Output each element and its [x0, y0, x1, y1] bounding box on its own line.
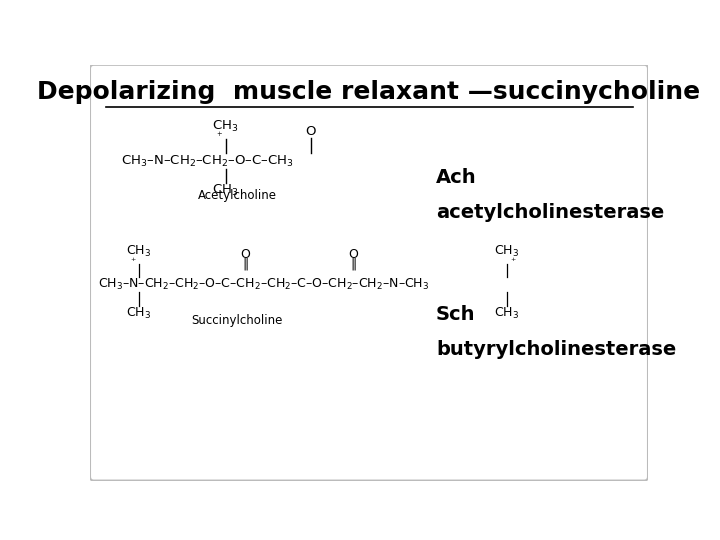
Text: CH$_3$: CH$_3$	[212, 119, 239, 134]
Text: $^+$: $^+$	[129, 256, 137, 266]
Text: CH$_3$: CH$_3$	[495, 245, 520, 259]
Text: $^+$: $^+$	[509, 256, 517, 266]
Text: O: O	[348, 248, 359, 261]
FancyBboxPatch shape	[90, 65, 648, 481]
Text: CH$_3$: CH$_3$	[126, 306, 151, 321]
Text: CH$_3$–N–CH$_2$–CH$_2$–O–C–CH$_2$–CH$_2$–C–O–CH$_2$–CH$_2$–N–CH$_3$: CH$_3$–N–CH$_2$–CH$_2$–O–C–CH$_2$–CH$_2$…	[98, 276, 429, 292]
Text: CH$_3$: CH$_3$	[495, 306, 520, 321]
Text: $^+$: $^+$	[215, 131, 224, 141]
Text: CH$_3$: CH$_3$	[212, 183, 239, 198]
Text: Succinylcholine: Succinylcholine	[192, 314, 283, 327]
Text: acetylcholinesterase: acetylcholinesterase	[436, 203, 665, 222]
Text: Acetylcholine: Acetylcholine	[198, 189, 276, 202]
Text: CH$_3$: CH$_3$	[126, 245, 151, 259]
Text: Depolarizing  muscle relaxant —succinycholine: Depolarizing muscle relaxant —succinycho…	[37, 80, 701, 104]
Text: O: O	[240, 248, 250, 261]
Text: CH$_3$–N–CH$_2$–CH$_2$–O–C–CH$_3$: CH$_3$–N–CH$_2$–CH$_2$–O–C–CH$_3$	[121, 153, 294, 168]
Text: Ach: Ach	[436, 167, 477, 186]
Text: Sch: Sch	[436, 305, 475, 324]
Text: ‖: ‖	[351, 258, 356, 271]
Text: ‖: ‖	[242, 258, 248, 271]
Text: O: O	[305, 125, 316, 138]
Text: butyrylcholinesterase: butyrylcholinesterase	[436, 340, 676, 359]
